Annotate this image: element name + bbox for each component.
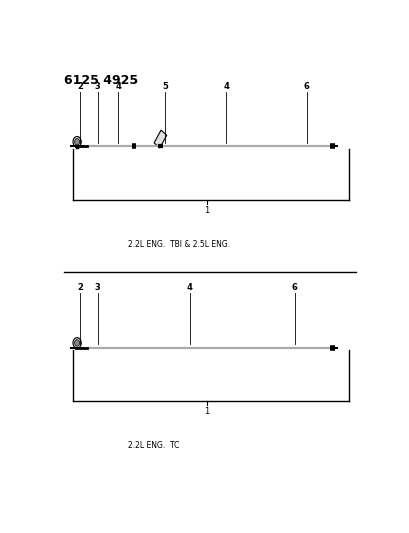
Text: 4: 4 <box>223 82 229 91</box>
Circle shape <box>73 337 81 348</box>
Text: 4: 4 <box>115 82 121 91</box>
Text: 4: 4 <box>186 283 192 292</box>
Text: 2: 2 <box>77 283 83 292</box>
Text: 2: 2 <box>77 82 83 91</box>
Text: 2.2L ENG.  TC: 2.2L ENG. TC <box>128 441 179 450</box>
Text: 6: 6 <box>303 82 309 91</box>
Polygon shape <box>154 130 166 148</box>
Text: 1: 1 <box>204 407 209 416</box>
Circle shape <box>74 340 79 346</box>
Circle shape <box>74 139 79 145</box>
Text: 3: 3 <box>94 283 100 292</box>
Text: 5: 5 <box>162 82 167 91</box>
Text: 1: 1 <box>204 206 209 215</box>
Text: 6: 6 <box>291 283 297 292</box>
Text: 2.2L ENG.  TBI & 2.5L ENG.: 2.2L ENG. TBI & 2.5L ENG. <box>128 240 230 249</box>
Circle shape <box>73 136 81 147</box>
Text: 6125 4925: 6125 4925 <box>64 74 138 87</box>
Text: 3: 3 <box>94 82 100 91</box>
